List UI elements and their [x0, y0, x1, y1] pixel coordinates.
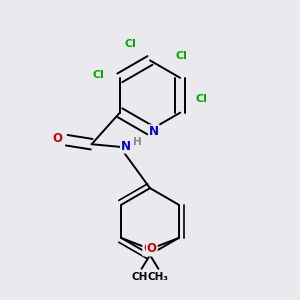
Text: Cl: Cl — [195, 94, 207, 104]
Text: Cl: Cl — [92, 70, 104, 80]
Text: N: N — [121, 140, 131, 153]
Text: O: O — [143, 242, 153, 255]
Text: CH₃: CH₃ — [148, 272, 169, 282]
Text: O: O — [52, 132, 62, 146]
Text: N: N — [149, 125, 159, 138]
Text: Cl: Cl — [125, 39, 137, 49]
Text: O: O — [147, 242, 157, 255]
Text: Cl: Cl — [176, 51, 188, 61]
Text: H: H — [133, 136, 142, 146]
Text: CH₃: CH₃ — [131, 272, 152, 282]
